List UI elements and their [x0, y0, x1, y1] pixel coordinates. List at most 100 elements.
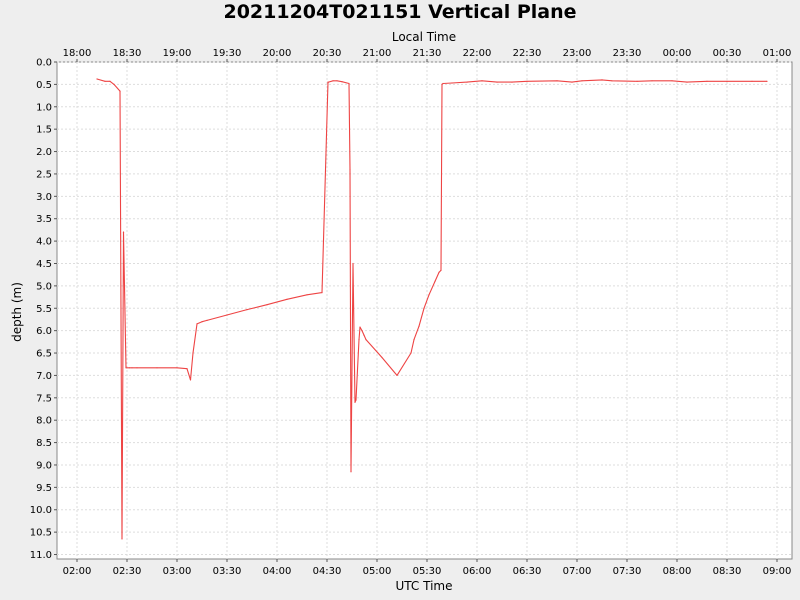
data-point: [751, 80, 753, 82]
x2-tick-label: 22:00: [463, 48, 492, 59]
y-tick-label: 6.0: [36, 326, 52, 337]
chart-title: 20211204T021151 Vertical Plane: [223, 1, 577, 23]
data-point: [359, 326, 361, 328]
x2-tick-label: 20:00: [263, 48, 292, 59]
y-tick-label: 0.0: [36, 58, 52, 69]
series-line-depth: [96, 78, 767, 540]
y-tick-label: 7.5: [36, 393, 52, 404]
y-tick-label: 2.5: [36, 169, 52, 180]
x-tick-label: 09:00: [763, 566, 792, 577]
data-point: [186, 368, 188, 370]
x2-tick-label: 23:00: [563, 48, 592, 59]
data-point: [651, 80, 653, 82]
y-tick-label: 2.0: [36, 147, 52, 158]
x-tick-label: 08:00: [663, 566, 692, 577]
data-point: [354, 401, 356, 403]
y-tick-label: 1.5: [36, 125, 52, 136]
data-point: [136, 367, 138, 369]
y-tick-label: 4.0: [36, 237, 52, 248]
data-point: [206, 319, 208, 321]
data-point: [341, 81, 343, 83]
data-point: [601, 79, 603, 81]
data-point: [428, 294, 430, 296]
x-tick-label: 07:30: [613, 566, 642, 577]
data-point: [286, 298, 288, 300]
data-point: [571, 81, 573, 83]
data-point: [496, 81, 498, 83]
data-point: [671, 80, 673, 82]
data-point: [332, 80, 334, 82]
data-point: [441, 83, 443, 85]
x-tick-label: 05:30: [413, 566, 442, 577]
data-point: [226, 314, 228, 316]
x-tick-label: 02:00: [63, 566, 92, 577]
series-layer: [96, 78, 768, 540]
data-point: [526, 80, 528, 82]
data-point: [636, 80, 638, 82]
data-point: [556, 80, 558, 82]
data-point: [466, 81, 468, 83]
y-tick-label: 3.0: [36, 192, 52, 203]
data-point: [410, 352, 412, 354]
data-point: [511, 81, 513, 83]
x2-tick-label: 00:00: [663, 48, 692, 59]
x2-tick-label: 18:00: [63, 48, 92, 59]
data-point: [396, 374, 398, 376]
x2-tick-label: 22:30: [513, 48, 542, 59]
data-point: [355, 399, 357, 401]
data-point: [321, 292, 323, 294]
y-tick-label: 10.0: [30, 505, 52, 516]
data-point: [413, 339, 415, 341]
data-point: [104, 80, 106, 82]
data-point: [336, 80, 338, 82]
data-point: [119, 90, 121, 92]
grid-lines: [57, 61, 792, 559]
y-tick-label: 8.5: [36, 438, 52, 449]
data-point: [451, 82, 453, 84]
x-tick-label: 03:30: [213, 566, 242, 577]
data-point: [113, 83, 115, 85]
data-point: [766, 80, 768, 82]
data-point: [581, 80, 583, 82]
y-tick-label: 11.0: [30, 550, 52, 561]
y-tick-label: 5.5: [36, 304, 52, 315]
x2-tick-label: 21:30: [413, 48, 442, 59]
data-point: [189, 379, 192, 381]
x-tick-label: 06:00: [463, 566, 492, 577]
x2-tick-label: 18:30: [113, 48, 142, 59]
x-tick-label: 07:00: [563, 566, 592, 577]
x-tick-label: 03:00: [163, 566, 192, 577]
data-point: [418, 325, 420, 327]
data-point: [122, 231, 125, 233]
x2-tick-label: 21:00: [363, 48, 392, 59]
data-point: [434, 280, 436, 282]
axes: 02:00 02:30 03:00 03:30 04:00 04:30 05:00 05:30…: [30, 48, 792, 577]
x2-tick-label: 20:30: [313, 48, 342, 59]
data-point: [176, 367, 178, 369]
data-point: [266, 304, 268, 306]
data-point: [131, 367, 133, 369]
x2-tick-label: 19:00: [163, 48, 192, 59]
data-point: [246, 309, 248, 311]
y-tick-label: 9.5: [36, 483, 52, 494]
data-point: [156, 367, 158, 369]
data-point: [128, 367, 131, 369]
data-point: [365, 339, 367, 341]
data-point: [381, 356, 383, 359]
data-point: [348, 82, 350, 85]
data-point: [481, 80, 483, 82]
data-point: [363, 334, 365, 336]
data-point: [196, 323, 198, 325]
x-tick-label: 05:00: [363, 566, 392, 577]
data-point: [706, 80, 708, 82]
data-point: [121, 538, 123, 540]
data-point: [327, 81, 330, 83]
x-tick-label: 04:30: [313, 566, 342, 577]
y-tick-label: 5.0: [36, 281, 52, 292]
data-point: [306, 294, 308, 296]
x-tick-label: 04:00: [263, 566, 292, 577]
y-tick-label: 0.5: [36, 80, 52, 91]
y-tick-label: 8.0: [36, 416, 52, 427]
y-tick-label: 3.5: [36, 214, 52, 225]
